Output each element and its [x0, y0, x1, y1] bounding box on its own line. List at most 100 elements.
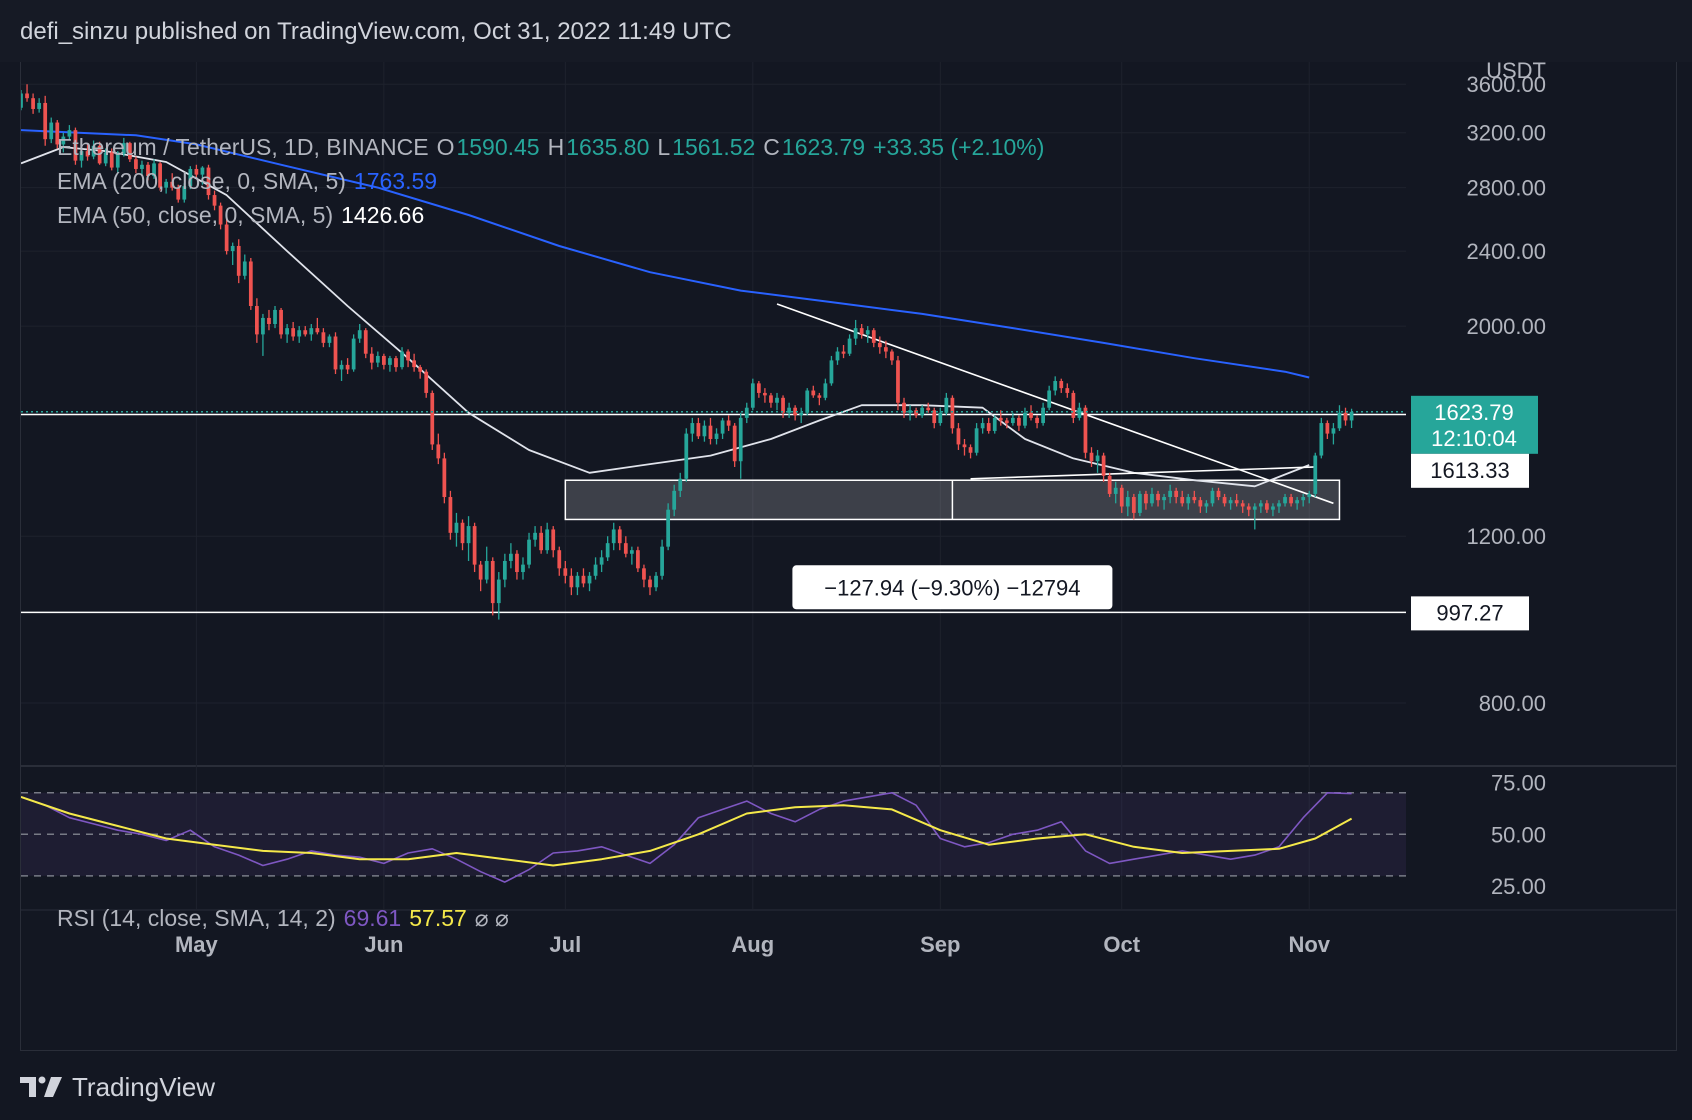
candle-body — [1283, 497, 1287, 504]
candle-body — [726, 420, 731, 426]
candle-body — [775, 397, 779, 403]
countdown-label: 12:10:04 — [1431, 426, 1517, 451]
price-chart[interactable]: May Jun Jul Aug Sep Oct Nov 3600.00 3200.00 2800.… — [21, 62, 1676, 1050]
candle-body — [660, 546, 664, 576]
candle-body — [569, 575, 574, 588]
candle-body — [896, 360, 900, 403]
candle-body — [194, 168, 199, 175]
candle-body — [369, 353, 374, 363]
rsi-tick-label: 25.00 — [1491, 874, 1546, 899]
candle-body — [1071, 392, 1076, 418]
last-price-tag — [1411, 395, 1538, 454]
x-tick-label: Jun — [364, 932, 403, 957]
tradingview-brand[interactable]: TradingView — [72, 1071, 216, 1102]
candle-body — [515, 553, 519, 573]
candle-body — [242, 261, 247, 276]
candle-body — [617, 529, 622, 544]
candle-body — [672, 490, 677, 510]
candle-body — [1204, 503, 1209, 507]
high-value: 1635.80 — [566, 134, 650, 160]
ema200-line — [21, 129, 1310, 379]
candle-body — [1107, 475, 1112, 494]
rsi-ma-line — [21, 795, 1353, 867]
candle-body — [998, 417, 1003, 421]
x-tick-label: Oct — [1103, 932, 1140, 957]
candle-body — [926, 407, 931, 411]
candle-body — [575, 575, 580, 588]
candle-body — [1180, 497, 1185, 504]
candle-body — [1331, 428, 1336, 434]
candle-body — [236, 245, 241, 276]
candle-body — [230, 245, 235, 252]
candle-body — [333, 336, 338, 370]
candle-body — [400, 351, 404, 368]
candle-body — [702, 425, 707, 437]
candle-body — [502, 560, 507, 580]
candle-body — [793, 407, 798, 416]
chart-panel[interactable]: May Jun Jul Aug Sep Oct Nov 3600.00 3200.00 2800.… — [20, 62, 1677, 1051]
trendline — [970, 466, 1316, 480]
candle-body — [394, 358, 398, 368]
symbol-legend: Ethereum / TetherUS, 1D, BINANCE O1590.45… — [57, 134, 1052, 161]
candle-body — [1029, 412, 1033, 418]
candle-body — [436, 444, 441, 459]
candle-body — [285, 328, 289, 335]
rsi-line — [21, 791, 1352, 883]
candle-body — [902, 402, 906, 413]
candle-body — [315, 328, 320, 333]
y-tick-label: 2400.00 — [1466, 239, 1546, 264]
y-tick-label: 3600.00 — [1466, 72, 1546, 97]
candle-body — [267, 317, 271, 325]
x-tick-label: Aug — [731, 932, 774, 957]
level-price-tag — [1411, 596, 1529, 631]
candle-body — [1301, 497, 1306, 501]
candle-body — [823, 383, 828, 398]
candle-body — [551, 529, 556, 551]
candle-body — [811, 390, 816, 396]
candle-body — [883, 347, 888, 352]
candle-body — [412, 360, 416, 368]
candle-body — [490, 560, 495, 604]
measure-label: −127.94 (−9.30%) −12794 — [824, 575, 1080, 600]
rsi-visibility-icons[interactable]: ⌀ ⌀ — [474, 905, 509, 931]
candle-body — [97, 145, 102, 164]
candle-body — [146, 164, 150, 177]
candle-body — [648, 579, 652, 588]
candle-body — [1222, 497, 1227, 504]
candle-body — [200, 167, 205, 175]
candle-body — [605, 543, 610, 558]
candle-body — [1258, 503, 1263, 507]
candle-body — [738, 417, 743, 462]
candle-body — [1047, 390, 1052, 408]
candle-body — [382, 355, 386, 365]
candle-body — [859, 328, 864, 335]
candle-body — [545, 529, 550, 551]
candle-body — [1150, 493, 1154, 504]
candle-body — [61, 136, 66, 145]
candle-body — [170, 181, 175, 188]
candle-body — [140, 164, 144, 169]
candle-body — [708, 425, 713, 439]
candle-body — [805, 390, 810, 413]
candle-body — [43, 102, 48, 140]
candle-body — [527, 539, 531, 565]
candle-body — [1144, 493, 1148, 504]
candle-body — [134, 159, 138, 169]
candle-body — [182, 186, 187, 200]
candle-body — [448, 497, 453, 533]
candle-body — [279, 309, 283, 335]
candle-body — [1337, 412, 1342, 429]
candle-body — [986, 423, 991, 431]
candle-body — [962, 444, 967, 448]
candle-body — [109, 152, 114, 168]
candle-body — [865, 330, 870, 335]
candle-body — [406, 351, 410, 361]
candle-body — [750, 383, 755, 408]
candle-body — [817, 395, 822, 398]
candle-body — [890, 351, 894, 361]
candle-body — [799, 412, 804, 416]
candle-body — [345, 364, 350, 370]
candle-body — [956, 428, 961, 445]
candle-body — [1252, 506, 1257, 510]
candle-body — [1277, 503, 1281, 507]
